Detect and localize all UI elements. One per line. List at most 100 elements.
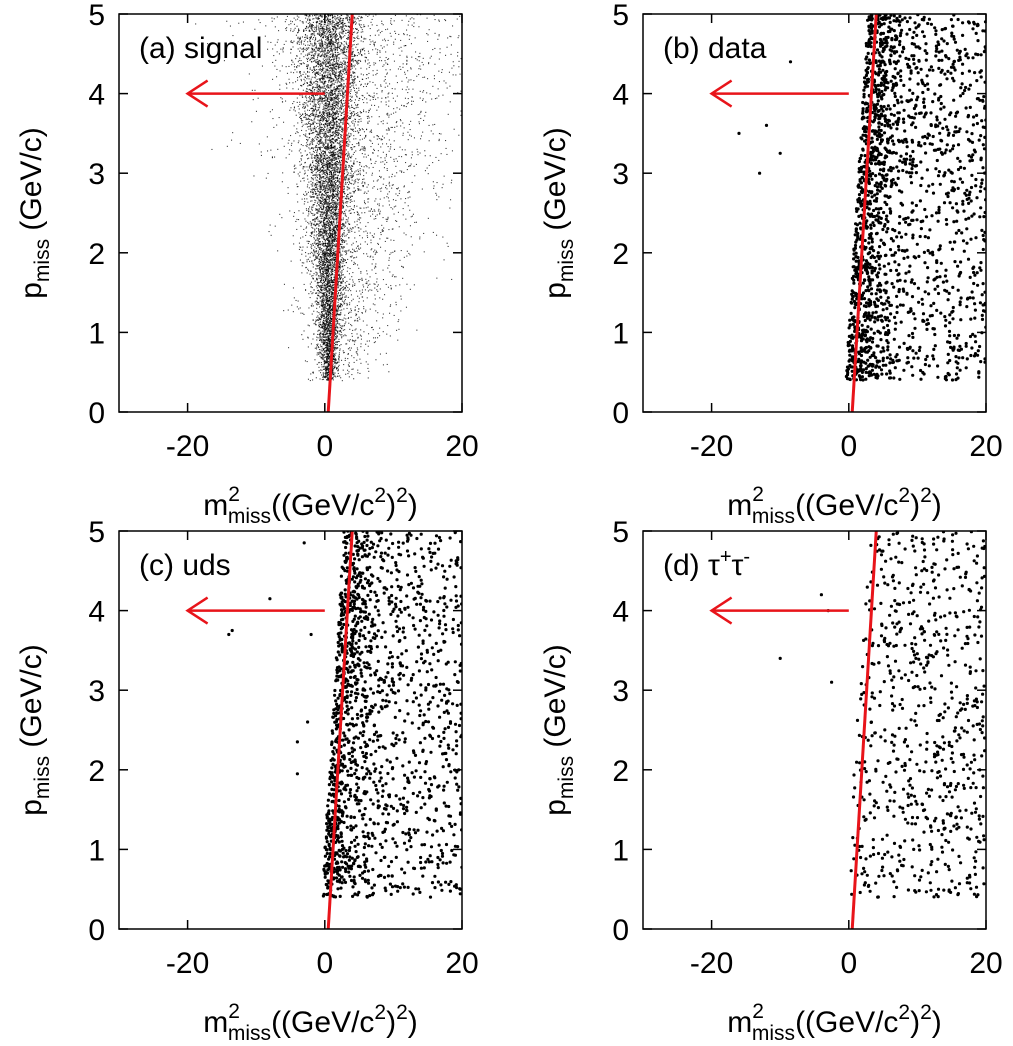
data-point bbox=[332, 232, 334, 234]
data-point bbox=[357, 320, 359, 322]
data-point bbox=[434, 63, 436, 65]
data-point bbox=[331, 272, 333, 274]
data-point bbox=[311, 88, 313, 90]
data-point bbox=[336, 167, 338, 169]
data-point bbox=[332, 218, 334, 220]
data-point bbox=[445, 20, 447, 22]
data-point bbox=[315, 71, 317, 73]
data-point bbox=[321, 193, 323, 195]
data-point bbox=[344, 357, 346, 359]
data-point bbox=[331, 99, 333, 101]
data-point bbox=[469, 41, 470, 42]
data-point bbox=[333, 121, 335, 123]
data-point bbox=[328, 358, 330, 360]
data-point bbox=[339, 86, 341, 88]
data-point bbox=[333, 36, 335, 38]
data-point bbox=[356, 320, 358, 322]
data-point bbox=[336, 216, 338, 218]
data-point bbox=[323, 257, 325, 259]
data-point bbox=[312, 243, 314, 245]
data-point bbox=[328, 345, 330, 347]
data-point bbox=[310, 305, 312, 307]
data-point bbox=[328, 169, 330, 171]
data-point bbox=[333, 112, 335, 114]
data-point bbox=[344, 68, 346, 70]
data-point bbox=[290, 107, 292, 109]
data-point bbox=[327, 176, 329, 178]
data-point bbox=[333, 117, 335, 119]
data-point bbox=[425, 101, 427, 103]
data-point bbox=[417, 114, 419, 116]
data-point bbox=[334, 177, 336, 179]
data-point bbox=[325, 297, 327, 299]
data-point bbox=[331, 258, 333, 260]
data-point bbox=[310, 114, 312, 116]
data-point bbox=[330, 295, 332, 297]
data-point bbox=[373, 337, 375, 339]
data-point bbox=[349, 304, 351, 306]
data-point bbox=[343, 18, 345, 20]
data-point bbox=[353, 192, 355, 194]
data-point bbox=[323, 189, 325, 191]
data-point bbox=[333, 166, 335, 168]
data-point bbox=[338, 99, 340, 101]
data-point bbox=[317, 244, 319, 246]
data-point bbox=[323, 108, 325, 110]
data-point bbox=[330, 265, 332, 267]
data-point bbox=[394, 126, 396, 128]
data-point bbox=[345, 166, 347, 168]
data-point bbox=[273, 55, 275, 57]
data-point bbox=[323, 237, 325, 239]
data-point bbox=[323, 327, 325, 329]
data-point bbox=[335, 359, 337, 361]
data-point bbox=[307, 184, 309, 186]
data-point bbox=[314, 66, 316, 68]
data-point bbox=[321, 20, 323, 22]
data-point bbox=[304, 80, 306, 82]
data-point bbox=[397, 68, 399, 70]
data-point bbox=[328, 186, 330, 188]
data-point bbox=[387, 112, 389, 114]
data-point bbox=[430, 130, 432, 132]
data-point bbox=[333, 353, 335, 355]
data-point bbox=[436, 194, 438, 196]
data-point bbox=[307, 253, 309, 255]
data-point bbox=[438, 133, 440, 135]
data-point bbox=[325, 161, 327, 163]
data-point bbox=[349, 86, 351, 88]
data-point bbox=[387, 237, 389, 239]
data-point bbox=[337, 80, 339, 82]
data-point bbox=[337, 313, 339, 315]
data-point bbox=[429, 57, 431, 59]
data-point bbox=[319, 100, 321, 102]
data-point bbox=[306, 126, 308, 128]
data-point bbox=[368, 111, 370, 113]
data-point bbox=[394, 175, 396, 177]
data-point bbox=[313, 115, 315, 117]
data-point bbox=[292, 287, 294, 289]
data-point bbox=[321, 268, 323, 270]
data-point bbox=[348, 288, 350, 290]
data-point bbox=[363, 253, 365, 255]
data-point bbox=[367, 122, 369, 124]
data-point bbox=[329, 249, 331, 251]
data-point bbox=[359, 134, 361, 136]
data-point bbox=[360, 346, 362, 348]
data-point bbox=[302, 62, 304, 64]
data-point bbox=[328, 304, 330, 306]
data-point bbox=[276, 76, 278, 78]
data-point bbox=[406, 103, 408, 105]
data-point bbox=[320, 60, 322, 62]
data-point bbox=[353, 76, 355, 78]
data-point bbox=[339, 26, 341, 28]
data-point bbox=[365, 207, 367, 209]
data-point bbox=[333, 227, 335, 229]
data-point bbox=[307, 60, 309, 62]
data-point bbox=[335, 131, 337, 133]
data-point bbox=[334, 186, 336, 188]
data-point bbox=[310, 113, 312, 115]
data-point bbox=[329, 27, 331, 29]
data-point bbox=[315, 51, 317, 53]
data-point bbox=[340, 273, 342, 275]
data-point bbox=[341, 112, 343, 114]
